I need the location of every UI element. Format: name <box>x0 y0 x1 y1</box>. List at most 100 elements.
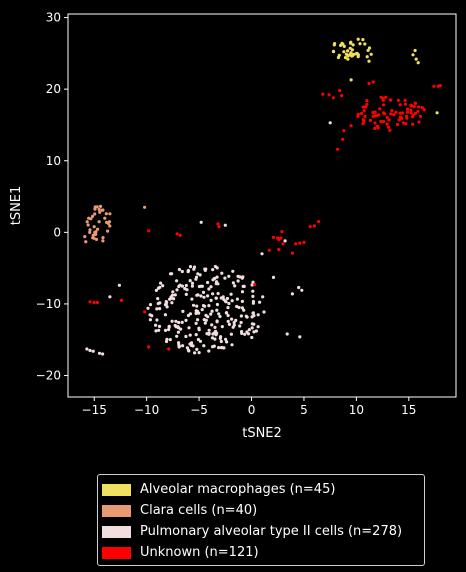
data-point-series-2 <box>85 347 89 351</box>
data-point-series-3 <box>375 124 379 128</box>
data-point-series-3 <box>438 84 442 88</box>
data-point-series-2 <box>226 313 230 318</box>
data-point-series-3 <box>389 98 393 102</box>
data-point-series-2 <box>200 308 204 312</box>
data-point-series-2 <box>167 325 171 329</box>
data-point-series-2 <box>214 282 218 286</box>
data-point-series-2 <box>217 312 221 316</box>
data-point-series-3 <box>342 129 346 133</box>
data-point-series-2 <box>203 267 207 271</box>
data-point-series-3 <box>390 109 394 113</box>
data-point-series-1 <box>101 208 105 212</box>
data-point-series-2 <box>271 275 276 279</box>
data-point-series-2 <box>175 334 179 338</box>
data-point-series-2 <box>297 285 301 290</box>
data-point-series-2 <box>91 349 95 353</box>
data-point-series-2 <box>209 285 213 289</box>
data-point-series-2 <box>215 308 219 312</box>
data-point-series-2 <box>154 329 158 333</box>
data-point-series-3 <box>371 80 375 84</box>
data-point-series-3 <box>412 105 416 109</box>
data-point-series-3 <box>388 128 392 132</box>
data-point-series-2 <box>164 339 169 344</box>
data-point-series-2 <box>185 346 189 350</box>
data-point-series-3 <box>298 241 302 245</box>
data-point-series-3 <box>356 112 360 116</box>
data-point-series-2 <box>155 307 159 311</box>
data-point-series-1 <box>97 207 101 212</box>
data-point-series-3 <box>411 113 415 117</box>
data-point-series-2 <box>207 304 211 308</box>
data-point-series-1 <box>96 227 100 231</box>
data-point-series-2 <box>161 284 165 288</box>
data-point-series-2 <box>252 330 256 334</box>
data-point-series-2 <box>241 284 245 288</box>
data-point-series-3 <box>404 122 408 126</box>
data-point-series-2 <box>285 332 289 336</box>
data-point-series-2 <box>188 279 192 283</box>
data-point-series-2 <box>172 297 176 301</box>
data-point-series-3 <box>409 108 413 112</box>
data-point-series-2 <box>148 318 152 322</box>
data-point-series-2 <box>196 318 200 322</box>
data-point-series-2 <box>184 292 188 296</box>
data-point-series-1 <box>93 207 97 211</box>
data-point-series-0 <box>367 46 372 50</box>
data-point-series-2 <box>225 296 229 301</box>
data-point-series-2 <box>258 300 262 304</box>
data-point-series-0 <box>361 38 365 42</box>
data-point-series-2 <box>176 330 180 334</box>
data-point-series-0 <box>411 53 415 57</box>
data-point-series-2 <box>157 324 162 328</box>
data-point-series-3 <box>95 300 99 305</box>
x-tick-label: −5 <box>190 403 208 417</box>
data-point-series-3 <box>277 247 281 252</box>
data-point-series-0 <box>349 41 353 45</box>
data-point-series-2 <box>226 319 230 323</box>
data-point-series-3 <box>403 98 407 102</box>
data-point-series-2 <box>254 329 258 333</box>
data-point-series-3 <box>349 124 353 128</box>
data-point-series-0 <box>365 55 369 59</box>
data-point-series-3 <box>364 105 368 109</box>
data-point-series-3 <box>400 111 405 115</box>
data-point-series-2 <box>195 293 199 297</box>
data-point-series-1 <box>106 229 110 233</box>
data-point-series-3 <box>335 147 340 151</box>
data-point-series-2 <box>170 272 174 276</box>
data-point-series-2 <box>163 328 168 332</box>
data-point-series-2 <box>203 304 207 308</box>
data-point-series-2 <box>101 352 105 356</box>
data-point-series-2 <box>218 314 222 319</box>
data-point-series-3 <box>377 113 381 117</box>
data-point-series-2 <box>232 320 236 325</box>
data-point-series-2 <box>233 284 237 288</box>
data-point-series-3 <box>381 111 386 115</box>
data-point-series-2 <box>181 344 185 348</box>
data-point-series-2 <box>215 302 219 307</box>
data-point-series-2 <box>240 276 244 280</box>
data-point-series-2 <box>236 274 240 278</box>
data-point-series-3 <box>413 111 418 115</box>
data-point-series-2 <box>177 284 181 289</box>
data-point-series-2 <box>211 292 215 296</box>
data-point-series-3 <box>409 104 414 108</box>
data-point-series-0 <box>367 59 371 63</box>
y-axis-label: tSNE1 <box>9 186 24 226</box>
data-point-series-1 <box>88 228 92 232</box>
data-point-series-1 <box>88 230 92 234</box>
data-point-series-2 <box>219 339 223 344</box>
data-point-series-2 <box>158 301 162 305</box>
data-point-series-3 <box>368 118 372 123</box>
data-point-series-3 <box>88 300 92 304</box>
data-point-series-3 <box>420 105 424 110</box>
data-point-series-0 <box>331 50 336 54</box>
data-point-series-2 <box>97 351 102 355</box>
data-point-series-2 <box>217 346 221 350</box>
data-point-series-2 <box>225 340 229 344</box>
data-point-series-0 <box>348 53 352 57</box>
legend: Alveolar macrophages (n=45) Clara cells … <box>97 474 425 566</box>
data-point-series-2 <box>300 288 304 292</box>
data-point-series-1 <box>98 204 103 208</box>
data-point-series-2 <box>201 290 206 294</box>
